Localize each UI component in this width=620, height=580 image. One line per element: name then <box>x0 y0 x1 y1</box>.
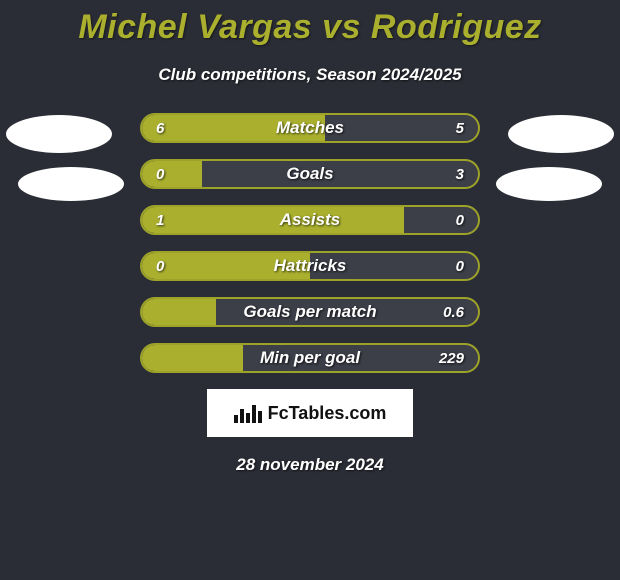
stat-value-right: 229 <box>439 345 464 371</box>
watermark: FcTables.com <box>207 389 413 437</box>
stat-value-right: 0 <box>456 253 464 279</box>
avatar-right-primary <box>508 115 614 153</box>
comparison-chart: Matches65 Goals03 Assists10 Hattricks00 Goal… <box>0 113 620 373</box>
bar-chart-icon <box>234 403 262 423</box>
stat-fill-left <box>142 345 243 371</box>
stat-row: Assists10 <box>140 205 480 235</box>
stat-fill-left <box>142 299 216 325</box>
date-label: 28 november 2024 <box>0 455 620 475</box>
stat-row: Matches65 <box>140 113 480 143</box>
stat-row: Min per goal229 <box>140 343 480 373</box>
stat-fill-left <box>142 207 404 233</box>
stat-fill-left <box>142 253 310 279</box>
avatar-left-secondary <box>18 167 124 201</box>
stat-fill-left <box>142 161 202 187</box>
stat-row: Goals per match0.6 <box>140 297 480 327</box>
stat-value-right: 5 <box>456 115 464 141</box>
page-title: Michel Vargas vs Rodriguez <box>0 0 620 47</box>
stat-row: Hattricks00 <box>140 251 480 281</box>
stat-value-right: 0.6 <box>443 299 464 325</box>
avatar-right-secondary <box>496 167 602 201</box>
avatar-left-primary <box>6 115 112 153</box>
stat-value-right: 0 <box>456 207 464 233</box>
stat-bars: Matches65 Goals03 Assists10 Hattricks00 Goal… <box>140 113 480 373</box>
watermark-text: FcTables.com <box>268 403 387 424</box>
subtitle: Club competitions, Season 2024/2025 <box>0 65 620 85</box>
stat-row: Goals03 <box>140 159 480 189</box>
stat-fill-left <box>142 115 325 141</box>
stat-value-right: 3 <box>456 161 464 187</box>
